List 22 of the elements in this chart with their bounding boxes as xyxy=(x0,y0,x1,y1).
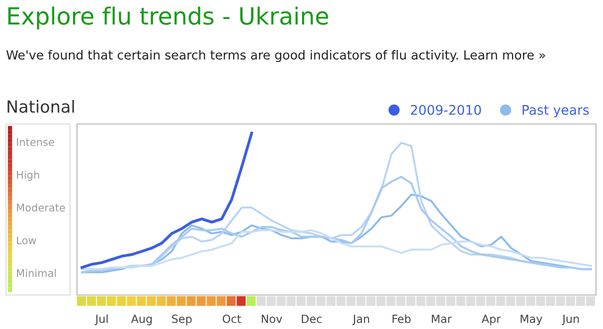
chart-title: Explore flu trends - Ukraine xyxy=(8,6,328,30)
x-tick-label: Jul xyxy=(94,314,108,326)
text: High xyxy=(17,170,40,181)
text: National xyxy=(8,100,74,113)
text: Intense xyxy=(17,138,54,146)
x-tick-label: Aug xyxy=(131,314,152,326)
x-tick-label: Sep xyxy=(172,314,192,326)
legend-label: 2009-2010 xyxy=(410,104,481,115)
x-tick-label: Jan xyxy=(352,314,370,326)
text: Minimal xyxy=(17,268,56,278)
x-tick-label: Mar xyxy=(432,314,452,324)
text: Low xyxy=(17,236,36,244)
x-tick-label: Apr xyxy=(482,314,501,326)
legend-label: Past years xyxy=(522,105,589,118)
x-tick-label: Feb xyxy=(392,314,411,324)
x-tick-label: Jun xyxy=(562,314,579,326)
chart-subtitle: We've found that certain search terms are good indicators of flu activity. Learn more » xyxy=(6,50,546,62)
x-tick-label: May xyxy=(520,314,542,326)
x-tick-label: Nov xyxy=(262,314,282,324)
text: Moderate xyxy=(17,203,65,212)
x-tick-label: Oct xyxy=(222,314,242,324)
x-tick-label: Dec xyxy=(302,314,322,324)
